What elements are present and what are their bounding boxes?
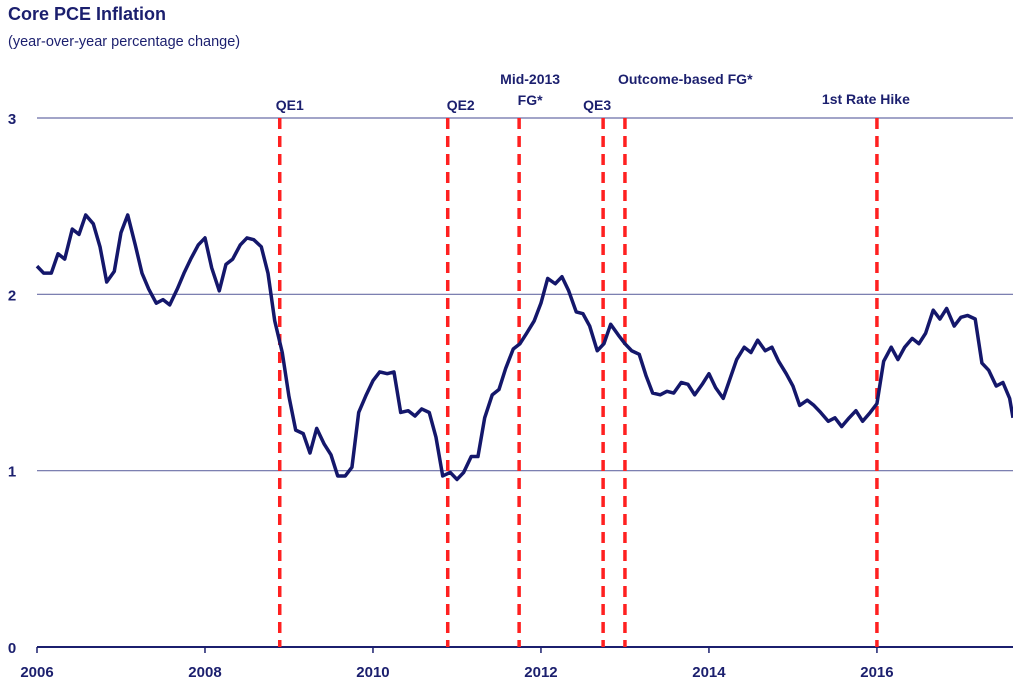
x-tick-label: 2012 bbox=[524, 664, 557, 681]
event-label: FG* bbox=[518, 92, 543, 108]
y-tick-label: 0 bbox=[8, 640, 16, 657]
data-line bbox=[35, 213, 1013, 482]
chart-subtitle: (year-over-year percentage change) bbox=[8, 34, 240, 50]
chart-title: Core PCE Inflation bbox=[8, 4, 166, 24]
event-label: QE2 bbox=[447, 97, 475, 113]
x-tick-label: 2014 bbox=[692, 664, 726, 681]
y-tick-label: 2 bbox=[8, 287, 16, 304]
x-tick-label: 2008 bbox=[188, 664, 221, 681]
event-label: Outcome-based FG* bbox=[618, 71, 753, 87]
event-label: QE3 bbox=[583, 97, 611, 113]
y-tick-label: 3 bbox=[8, 111, 16, 128]
event-label: 1st Rate Hike bbox=[822, 91, 910, 107]
event-label: Mid-2013 bbox=[500, 71, 560, 87]
y-tick-label: 1 bbox=[8, 464, 16, 481]
x-tick-label: 2010 bbox=[356, 664, 389, 681]
x-tick-label: 2016 bbox=[860, 664, 893, 681]
event-label: QE1 bbox=[276, 97, 304, 113]
x-tick-label: 2006 bbox=[20, 664, 53, 681]
